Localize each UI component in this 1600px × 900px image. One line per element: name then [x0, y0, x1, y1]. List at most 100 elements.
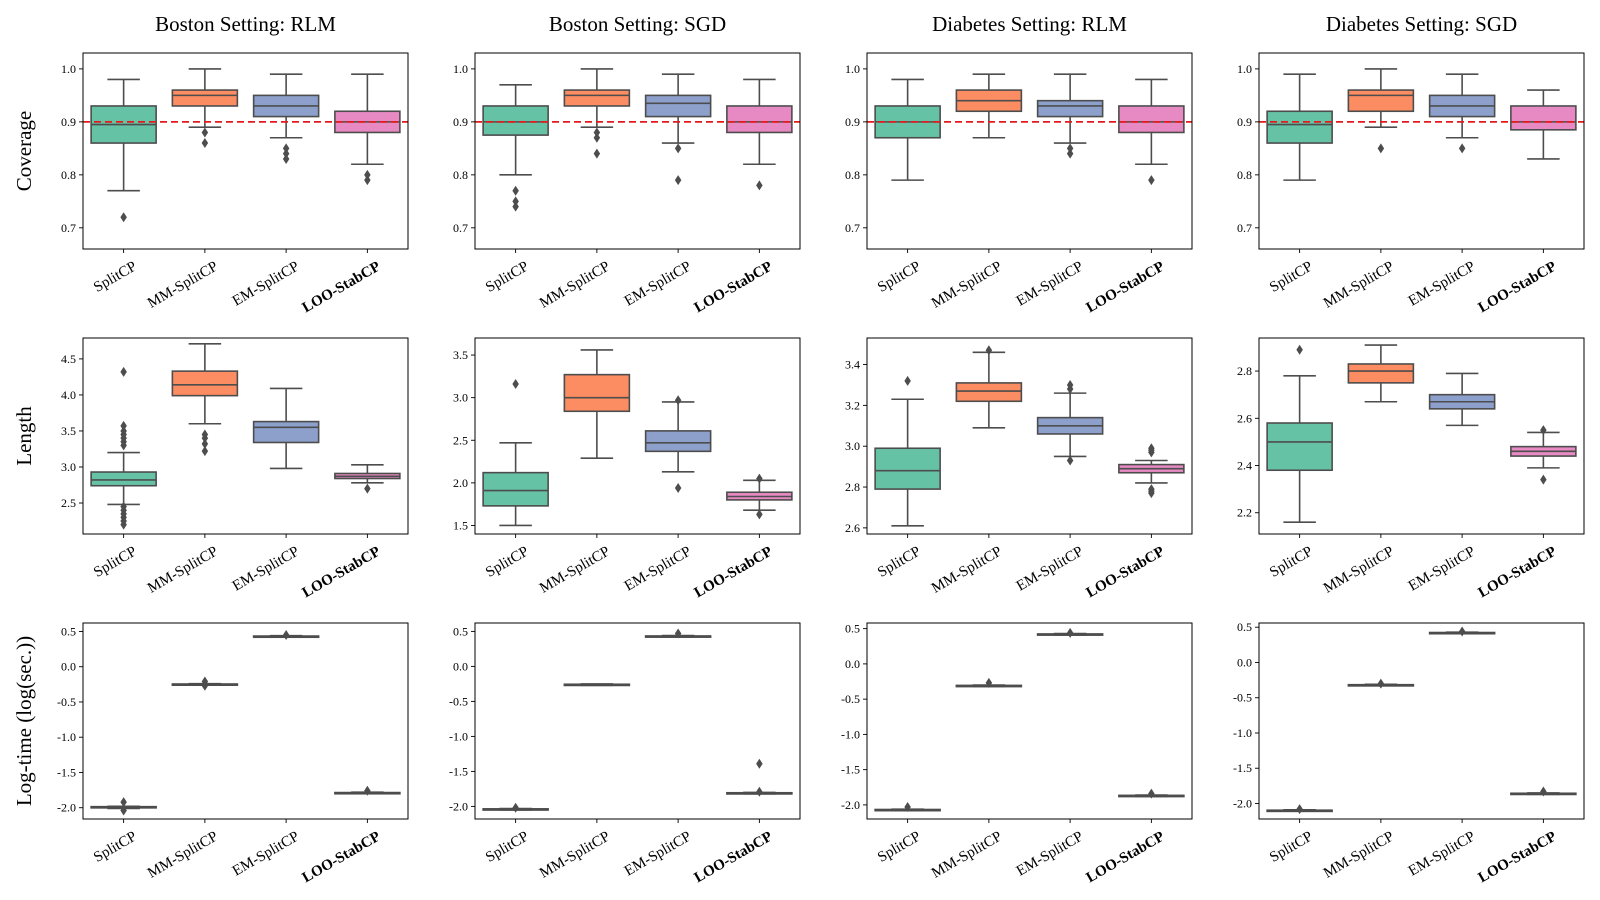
outlier-point [1540, 425, 1547, 436]
box-splitcp [874, 78, 941, 181]
box-em-splitcp [1036, 379, 1104, 466]
y-tick-label: -1.0 [57, 730, 76, 744]
y-tick-label: 0.5 [845, 622, 860, 636]
outlier-point [201, 446, 209, 457]
y-tick-label: -1.0 [449, 729, 468, 743]
outlier-point [120, 425, 127, 436]
box-loo-stabcp [334, 73, 401, 186]
column-title-diabetes-setting-rlm: Diabetes Setting: RLM [932, 12, 1127, 36]
outlier-point [120, 366, 127, 377]
box-em-splitcp [1428, 626, 1496, 637]
y-tick-label: 0.5 [1237, 620, 1252, 634]
box-em-splitcp [252, 387, 320, 470]
y-tick-label: 2.5 [453, 433, 468, 447]
x-tick-label-mm-splitcp: MM-SplitCP [537, 259, 613, 312]
iqr-box [1266, 422, 1333, 472]
outlier-point [282, 148, 290, 159]
outlier-point [1148, 175, 1155, 186]
outlier-point [1540, 474, 1547, 485]
panel-boston-setting-sgd-length: 1.5 2.0 2.5 3.0 3.5 SplitCP MM-SplitCP EM-Split… [453, 337, 801, 601]
box-loo-stabcp [1118, 443, 1185, 499]
box-em-splitcp [252, 73, 320, 164]
box-mm-splitcp [171, 342, 239, 457]
y-tick-label: 1.5 [453, 518, 468, 532]
outlier-point [201, 429, 209, 440]
y-tick-label: 0.9 [845, 115, 860, 129]
box-em-splitcp [1428, 372, 1496, 427]
box-loo-stabcp [726, 473, 793, 520]
axes-frame [82, 52, 409, 250]
iqr-box [955, 382, 1023, 403]
box-mm-splitcp [563, 68, 631, 159]
outlier-point [1296, 804, 1303, 815]
outlier-point [120, 501, 127, 512]
y-tick-label: 2.0 [453, 476, 468, 490]
iqr-box [171, 89, 239, 107]
axes-frame [474, 337, 801, 535]
y-tick-label: 0.0 [453, 659, 468, 673]
x-tick-label-mm-splitcp: MM-SplitCP [929, 544, 1005, 597]
box-mm-splitcp [1347, 344, 1415, 403]
y-tick-label: 0.7 [453, 221, 468, 235]
outlier-point [674, 628, 682, 639]
box-mm-splitcp [1347, 678, 1415, 689]
outlier-point [120, 805, 127, 816]
y-tick-label: 3.5 [61, 424, 76, 438]
x-tick-label-mm-splitcp: MM-SplitCP [145, 259, 221, 312]
box-em-splitcp [644, 395, 712, 493]
row-label-length: Length [12, 406, 36, 466]
box-mm-splitcp [955, 677, 1023, 688]
y-tick-label: 3.5 [453, 348, 468, 362]
box-splitcp [482, 83, 549, 212]
column-titles: Boston Setting: RLM Boston Setting: SGD Di… [155, 12, 1517, 36]
outlier-point [1458, 143, 1466, 154]
row-label-log-time-log-sec: Log-time (log(sec.)) [12, 636, 36, 806]
y-tick-label: 2.6 [1237, 411, 1252, 425]
y-tick-label: -1.5 [57, 765, 76, 779]
outlier-point [201, 676, 209, 687]
y-tick-label: 0.8 [1237, 168, 1252, 182]
box-splitcp [1266, 73, 1333, 181]
outlier-point [1377, 678, 1385, 689]
panel-diabetes-setting-rlm-length: 2.6 2.8 3.0 3.2 3.4 SplitCP MM-SplitCP EM-Split… [845, 337, 1193, 602]
box-mm-splitcp [171, 68, 239, 149]
box-mm-splitcp [955, 73, 1023, 139]
x-tick-label-loo-stabcp: LOO-StabCP [692, 259, 776, 317]
x-tick-label-em-splitcp: EM-SplitCP [622, 259, 694, 310]
box-em-splitcp [252, 629, 320, 640]
panel-boston-setting-sgd-log-time-log-sec: -2.0 -1.5 -1.0 -0.5 0.0 0.5 SplitCP MM-SplitCP E… [449, 622, 801, 887]
column-title-diabetes-setting-sgd: Diabetes Setting: SGD [1326, 12, 1517, 36]
outlier-point [512, 185, 519, 196]
outlier-point [985, 345, 993, 356]
y-tick-label: -2.0 [841, 798, 860, 812]
y-tick-label: 3.0 [453, 391, 468, 405]
outlier-point [674, 395, 682, 406]
x-tick-label-loo-stabcp: LOO-StabCP [1476, 829, 1560, 887]
y-tick-label: -1.0 [1233, 726, 1252, 740]
y-tick-label: -0.5 [841, 692, 860, 706]
x-tick-label-loo-stabcp: LOO-StabCP [1084, 544, 1168, 602]
outlier-point [1066, 627, 1074, 638]
iqr-box [1036, 99, 1104, 118]
outlier-point [593, 127, 601, 138]
x-tick-label-loo-stabcp: LOO-StabCP [692, 829, 776, 887]
axes-frame [82, 622, 409, 820]
box-mm-splitcp [563, 349, 631, 459]
axes-frame [866, 52, 1193, 250]
x-tick-label-splitcp: SplitCP [91, 829, 139, 866]
iqr-box [90, 471, 157, 487]
iqr-box [252, 420, 320, 444]
y-tick-label: 0.8 [845, 168, 860, 182]
axes-frame [1258, 52, 1585, 250]
iqr-box [171, 370, 239, 397]
x-tick-label-em-splitcp: EM-SplitCP [622, 544, 694, 595]
panel-diabetes-setting-rlm-coverage: 0.7 0.8 0.9 1.0 SplitCP MM-SplitCP EM-SplitCPL… [845, 52, 1193, 316]
x-tick-label-splitcp: SplitCP [875, 259, 923, 296]
y-tick-label: -1.5 [1233, 761, 1252, 775]
outlier-point [593, 148, 601, 159]
box-mm-splitcp [563, 683, 631, 687]
y-tick-label: 1.0 [453, 62, 468, 76]
panel-diabetes-setting-sgd-length: 2.2 2.4 2.6 2.8 SplitCP MM-SplitCP EM-SplitCPL… [1237, 337, 1585, 601]
box-mm-splitcp [1347, 68, 1415, 154]
